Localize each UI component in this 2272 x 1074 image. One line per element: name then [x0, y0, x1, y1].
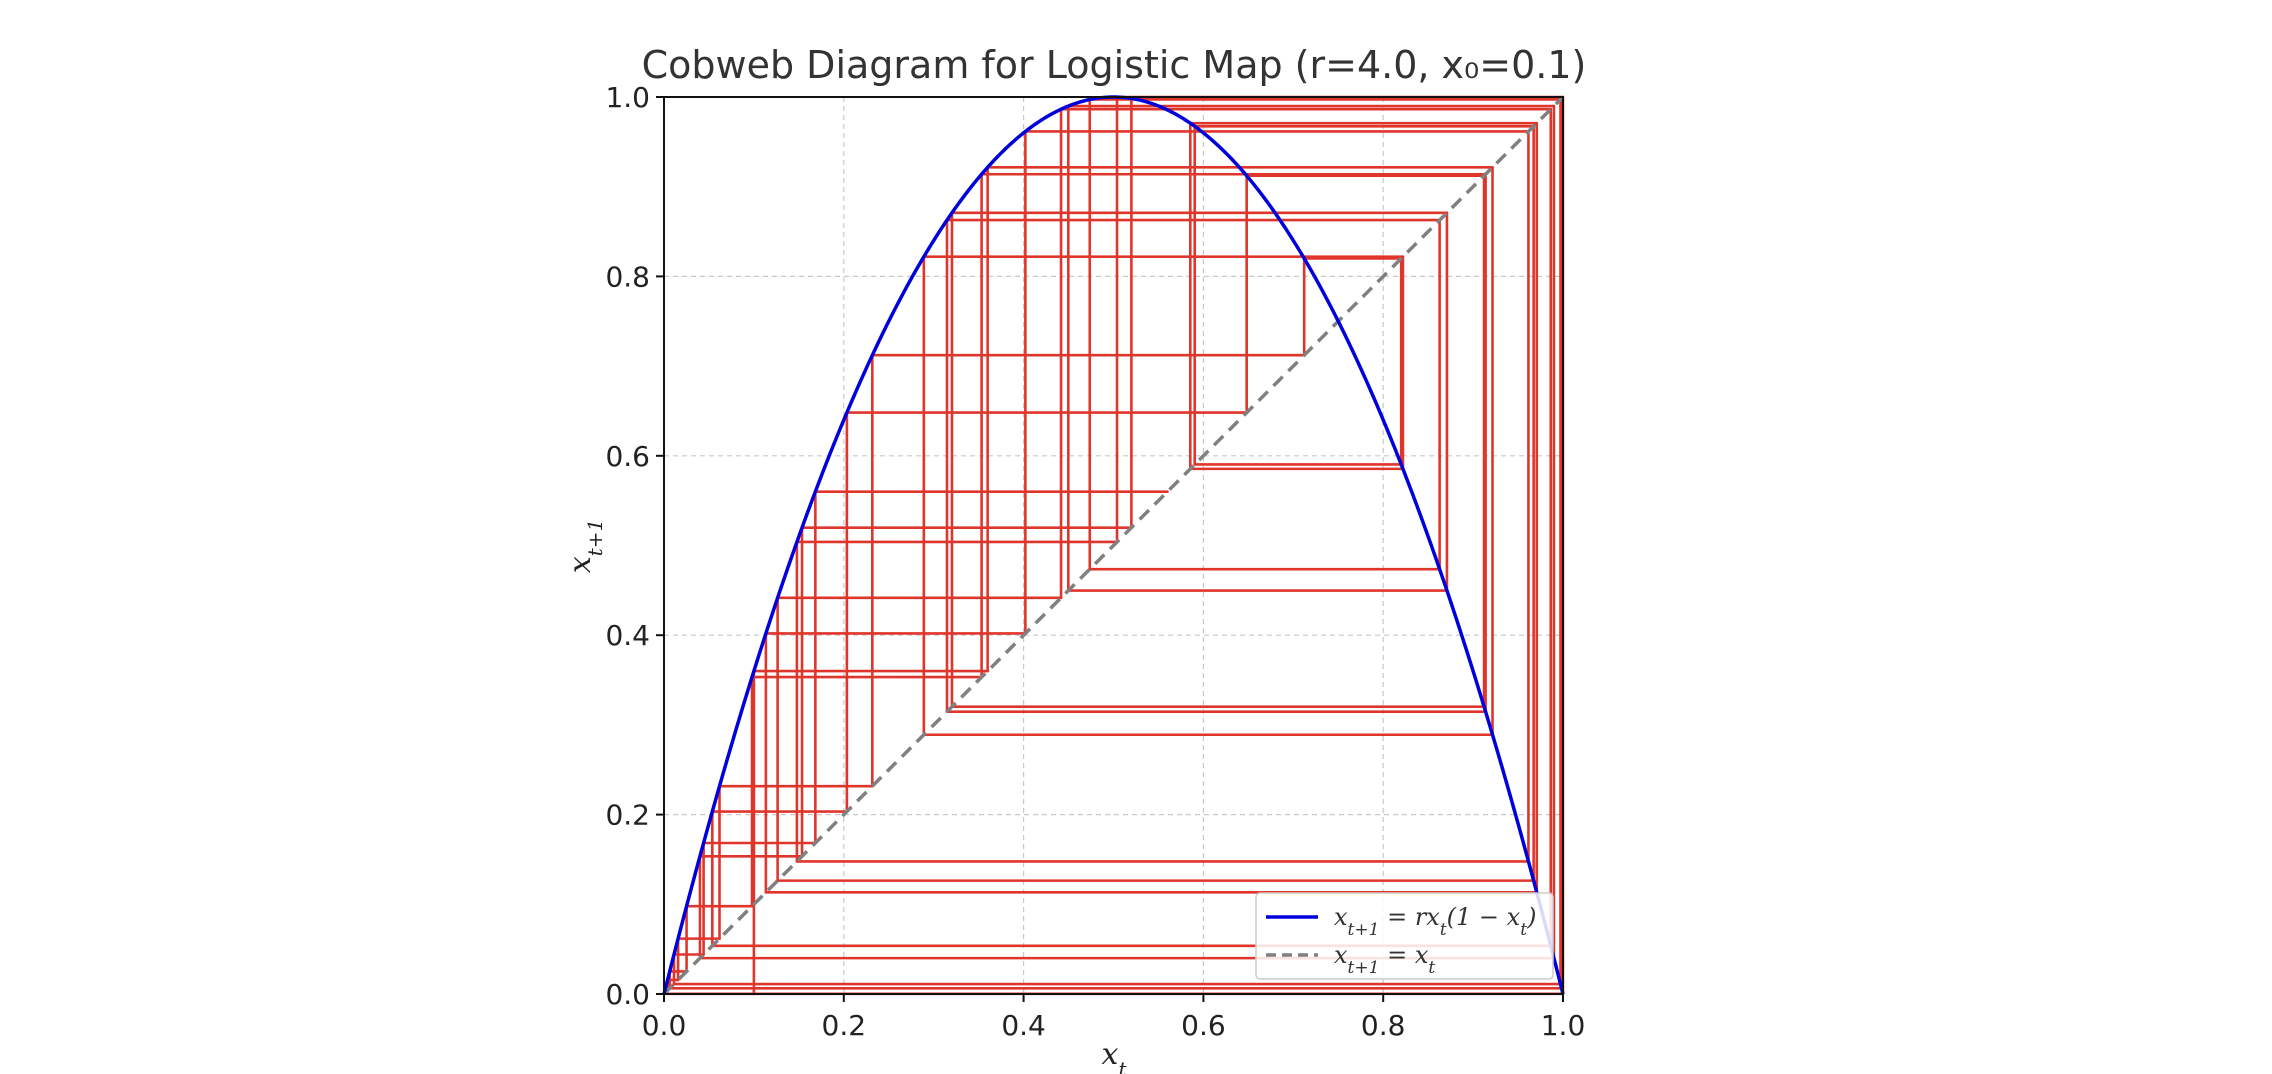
legend-label-identity: xt+1 = xt [1334, 941, 1435, 978]
y-axis-label: xt+1 [563, 519, 607, 573]
y-tick-label: 1.0 [605, 81, 650, 114]
y-tick-label: 0.4 [605, 619, 650, 652]
diagonal-layer [662, 95, 1565, 996]
x-tick-label: 0.8 [1361, 1009, 1406, 1042]
x-axis-label-main: x [1102, 1037, 1119, 1072]
x-axis-label: xt [1102, 1037, 1128, 1074]
legend-box [1255, 892, 1554, 980]
x-tick-label: 0.6 [1181, 1009, 1226, 1042]
y-tick-label: 0.2 [605, 799, 650, 832]
axes-frame [663, 96, 1564, 995]
x-tick-label: 0.2 [822, 1009, 867, 1042]
legend: xt+1 = rxt(1 − xt) xt+1 = xt [1255, 892, 1554, 980]
y-axis-label-sub: t+1 [583, 519, 607, 557]
y-tick-label: 0.6 [605, 440, 650, 473]
y-tick-label: 0.0 [605, 978, 650, 1011]
chart-title: Cobweb Diagram for Logistic Map (r=4.0, … [642, 43, 1587, 87]
legend-label-map: xt+1 = rxt(1 − xt) [1334, 903, 1536, 940]
y-tick-label: 0.8 [605, 260, 650, 293]
x-tick-label: 1.0 [1541, 1009, 1586, 1042]
axes-layer [663, 96, 1564, 995]
ticks-layer: 0.0 0.2 0.4 0.6 0.8 1.0 0.0 0.2 0.4 0.6 0.8 1.0 [605, 81, 1585, 1042]
x-tick-label: 0.4 [1001, 1009, 1046, 1042]
x-tick-label: 0.0 [642, 1009, 687, 1042]
x-axis-label-sub: t [1118, 1057, 1127, 1074]
y-axis-label-main: x [563, 556, 598, 573]
identity-line [662, 95, 1565, 996]
